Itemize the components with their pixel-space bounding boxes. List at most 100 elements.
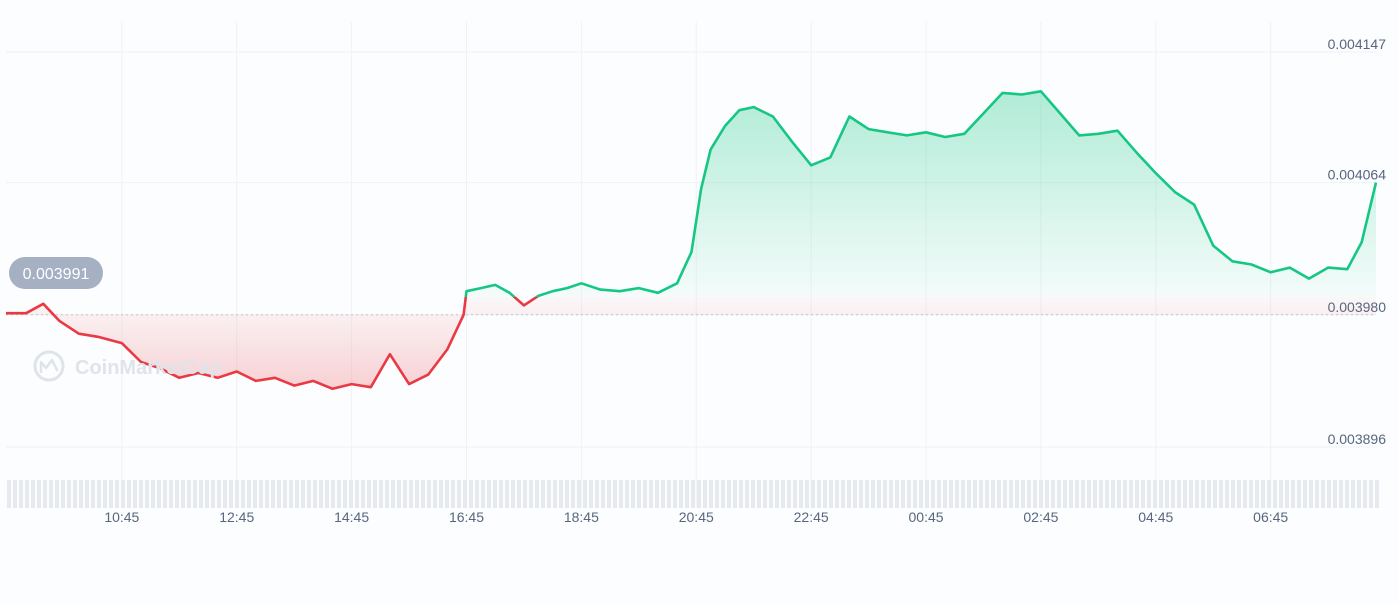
price-point (1077, 133, 1081, 137)
volume-bar (115, 480, 119, 508)
volume-bar (817, 480, 821, 508)
price-point (1020, 93, 1024, 97)
volume-bar (523, 480, 527, 508)
volume-bar (199, 480, 203, 508)
volume-bar (1039, 480, 1043, 508)
volume-bar (565, 480, 569, 508)
volume-bar (31, 480, 35, 508)
volume-bar (133, 480, 137, 508)
volume-bar (91, 480, 95, 508)
volume-bar (307, 480, 311, 508)
x-tick-label: 18:45 (564, 509, 599, 525)
volume-bar (49, 480, 53, 508)
volume-bar (919, 480, 923, 508)
price-point (565, 286, 569, 290)
start-price-badge-bg (9, 257, 103, 289)
volume-bar (925, 480, 929, 508)
volume-bar (1309, 480, 1313, 508)
volume-bar (187, 480, 191, 508)
volume-bar (1099, 480, 1103, 508)
price-point (462, 313, 466, 317)
volume-bar (385, 480, 389, 508)
volume-bar (457, 480, 461, 508)
price-point (752, 105, 756, 109)
volume-bar (265, 480, 269, 508)
volume-bar (1009, 480, 1013, 508)
volume-bar (73, 480, 77, 508)
price-point (699, 187, 703, 191)
volume-bar (1273, 480, 1277, 508)
volume-bar (409, 480, 413, 508)
volume-bar (529, 480, 533, 508)
price-point (1250, 263, 1254, 267)
x-tick-label: 16:45 (449, 509, 484, 525)
volume-bar (877, 480, 881, 508)
volume-bar (1225, 480, 1229, 508)
volume-bar (493, 480, 497, 508)
volume-bar (319, 480, 323, 508)
x-tick-label: 06:45 (1253, 509, 1288, 525)
volume-bar (1159, 480, 1163, 508)
volume-bar (271, 480, 275, 508)
volume-bar (739, 480, 743, 508)
volume-bar (1003, 480, 1007, 508)
volume-bar (985, 480, 989, 508)
volume-bar (1087, 480, 1091, 508)
volume-bar (373, 480, 377, 508)
volume-bar (1033, 480, 1037, 508)
volume-bar (829, 480, 833, 508)
volume-bar (295, 480, 299, 508)
volume-bar (1243, 480, 1247, 508)
price-point (96, 335, 100, 339)
volume-bar (1081, 480, 1085, 508)
volume-bar (7, 480, 11, 508)
volume-bar (601, 480, 605, 508)
volume-bar (1261, 480, 1265, 508)
volume-bar (1063, 480, 1067, 508)
price-point (1269, 270, 1273, 274)
start-price-label: 0.003991 (23, 266, 90, 283)
volume-bar (997, 480, 1001, 508)
price-line-up (464, 90, 1378, 297)
volume-bar (895, 480, 899, 508)
price-point (273, 376, 277, 380)
volume-bar (1171, 480, 1175, 508)
volume-bar (331, 480, 335, 508)
volume-bar (697, 480, 701, 508)
volume-bar (1267, 480, 1271, 508)
x-tick-label: 12:45 (219, 509, 254, 525)
volume-bar (553, 480, 557, 508)
price-point (982, 111, 986, 115)
x-tick-label: 00:45 (909, 509, 944, 525)
volume-bar (745, 480, 749, 508)
volume-bar (109, 480, 113, 508)
volume-bar (361, 480, 365, 508)
volume-bar (163, 480, 167, 508)
volume-bar (61, 480, 65, 508)
volume-bar (571, 480, 575, 508)
volume-bar (13, 480, 17, 508)
price-point (618, 289, 622, 293)
volume-bar (25, 480, 29, 508)
volume-bar (175, 480, 179, 508)
volume-bar (1297, 480, 1301, 508)
price-point (737, 108, 741, 112)
volume-bar (823, 480, 827, 508)
volume-bar (1249, 480, 1253, 508)
price-point (1288, 266, 1292, 270)
volume-bar (55, 480, 59, 508)
volume-bar (847, 480, 851, 508)
volume-bar (1027, 480, 1031, 508)
volume-bar (1135, 480, 1139, 508)
price-point (350, 382, 354, 386)
volume-bar (127, 480, 131, 508)
price-point (58, 319, 62, 323)
volume-bar (1375, 480, 1379, 508)
volume-bar (913, 480, 917, 508)
volume-bar (1321, 480, 1325, 508)
volume-bar (475, 480, 479, 508)
volume-bar (673, 480, 677, 508)
volume-bar (85, 480, 89, 508)
volume-bar (1255, 480, 1259, 508)
price-point (445, 347, 449, 351)
